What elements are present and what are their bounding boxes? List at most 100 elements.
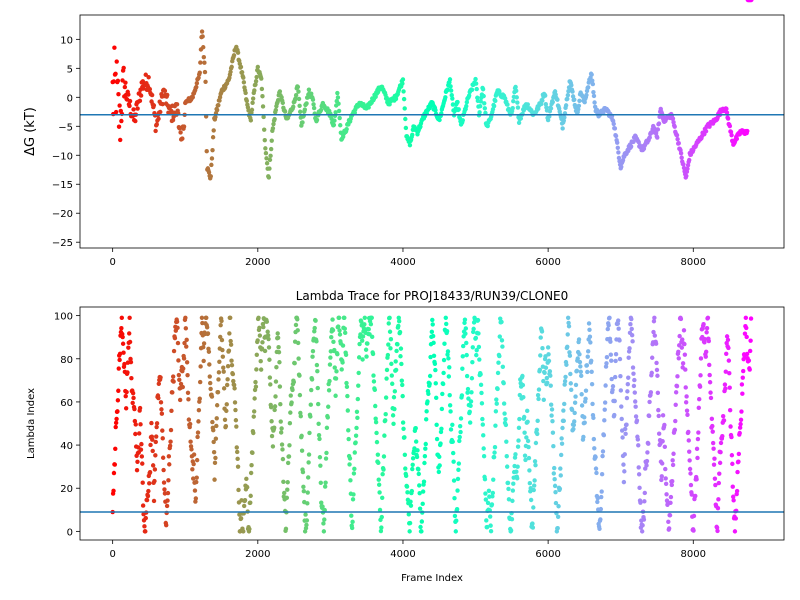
bottom-data-point [457,438,462,444]
bottom-data-point [208,386,213,392]
bottom-data-point [708,390,713,395]
bottom-data-point [306,452,312,457]
bottom-data-point [623,426,628,432]
top-data-point [296,96,302,102]
bottom-data-point [172,335,178,341]
bottom-data-point [562,401,567,407]
bottom-data-point [345,393,350,399]
top-data-point [194,84,199,90]
bottom-data-point [122,361,127,367]
bottom-data-point [177,397,183,403]
bottom-data-point [558,473,563,478]
bottom-data-point [572,410,577,416]
bottom-data-point [541,397,546,403]
top-data-point [672,124,677,129]
top-data-point [127,98,133,104]
bottom-data-point [111,488,116,494]
bottom-data-point [140,461,145,466]
bottom-data-point [458,416,464,421]
bottom-data-point [316,421,321,426]
bottom-data-point [683,400,689,405]
bottom-data-point [473,335,479,341]
bottom-data-point [410,456,416,461]
bottom-data-point [632,377,637,383]
bottom-data-point [659,474,664,479]
bottom-data-point [595,495,600,501]
bottom-data-point [701,321,706,327]
bottom-data-point [296,356,301,361]
bottom-data-point [691,528,696,533]
bottom-data-point [732,529,738,534]
bottom-data-point [211,439,216,445]
top-data-point [410,132,415,138]
bottom-data-point [152,478,157,484]
bottom-data-point [562,378,568,384]
bottom-data-point [464,373,470,379]
bottom-data-point [175,325,180,331]
bottom-data-point [166,454,172,459]
bottom-data-point [377,507,383,513]
top-data-point [685,166,690,171]
bottom-x-axis-label: Frame Index [401,573,463,584]
bottom-data-point [175,340,181,346]
bottom-data-point [194,457,200,463]
bottom-data-point [550,418,555,424]
bottom-data-point [402,435,407,440]
top-data-point [210,147,215,153]
bottom-data-point [396,323,401,329]
bottom-data-point [142,524,147,529]
bottom-data-point [727,385,732,390]
bottom-data-point [251,409,257,414]
bottom-data-point [612,374,618,380]
bottom-data-point [535,418,540,424]
bottom-data-point [431,340,436,346]
bottom-data-point [680,337,685,342]
bottom-data-point [504,454,509,459]
bottom-data-point [273,379,279,384]
bottom-data-point [640,523,645,528]
bottom-data-point [450,439,455,444]
bottom-data-point [369,315,374,320]
top-data-point [241,75,246,80]
bottom-data-point [447,392,452,398]
bottom-data-point [132,406,137,412]
top-data-point [456,107,461,112]
bottom-data-point [248,470,254,476]
top-data-point [156,116,161,121]
bottom-data-point [556,504,561,509]
top-x-ticks: 0 2000 4000 6000 8000 [109,248,706,268]
bottom-data-point [664,492,669,497]
bottom-data-point [391,395,397,400]
bottom-data-point [610,384,616,389]
bottom-data-point [325,415,330,420]
bottom-data-point [726,358,732,363]
bottom-data-point [285,487,290,492]
bottom-x-ticks: 0 2000 4000 6000 8000 [109,540,706,560]
bottom-data-point [734,488,740,494]
top-data-point [518,116,524,121]
top-data-point [153,128,158,134]
top-y-tick-label: 10 [60,35,73,46]
bottom-data-point [285,480,290,485]
bottom-data-point [479,401,485,406]
bottom-data-point [120,334,125,340]
top-data-point [113,71,118,76]
top-data-point [538,101,544,107]
bottom-data-point [456,467,461,472]
bottom-data-point [668,500,673,506]
top-data-point [628,144,634,149]
bottom-data-point [269,433,275,439]
bottom-data-point [636,472,642,477]
bottom-data-point [476,344,482,350]
bottom-chart-title: Lambda Trace for PROJ18433/RUN39/CLONE0 [296,289,569,303]
bottom-data-point [626,355,631,360]
bottom-data-point [303,512,308,517]
bottom-data-point [641,517,647,522]
bottom-data-point [373,420,379,425]
top-data-point [725,116,731,121]
bottom-data-point [591,415,596,421]
bottom-data-point [145,493,151,499]
bottom-data-point [323,456,329,461]
bottom-data-point [621,479,627,485]
bottom-data-point [647,399,652,405]
